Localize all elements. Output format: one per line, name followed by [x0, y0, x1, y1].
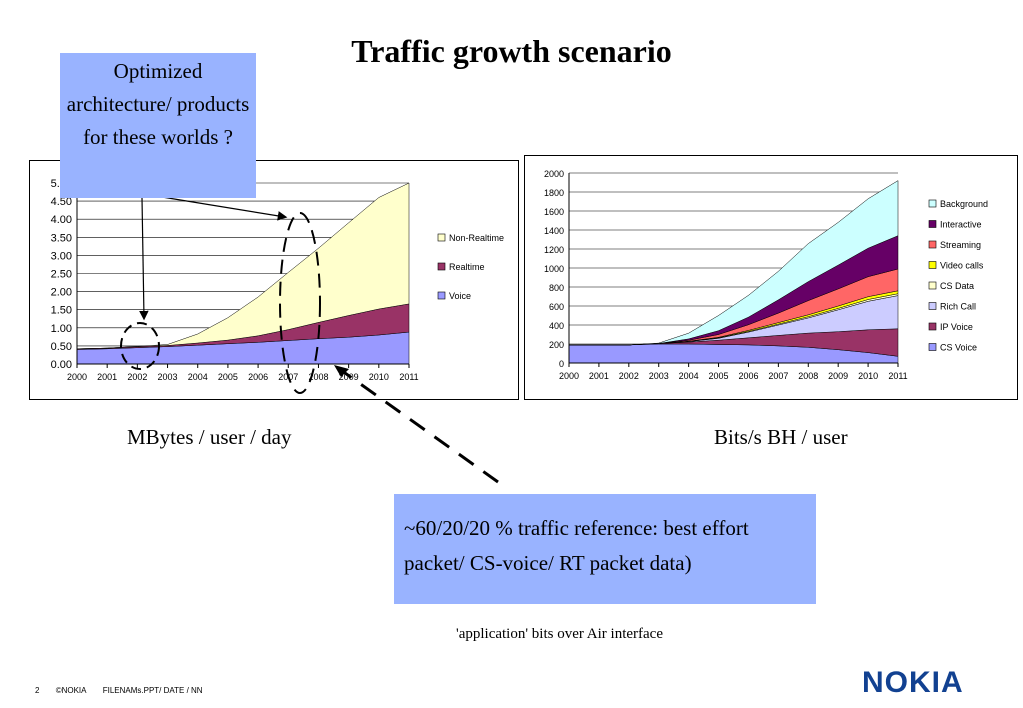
x-tick-label: 2001: [589, 371, 609, 381]
x-tick-label: 2009: [339, 372, 359, 382]
y-tick-label: 3.00: [51, 250, 72, 262]
y-tick-label: 0.00: [51, 359, 72, 371]
bits-chart-svg: 0 200 400 600 800 1000 1200 1400 1600 1800 2000 200…: [544, 169, 988, 381]
y-tick-label: 200: [549, 340, 564, 350]
x-tick-label: 2006: [248, 372, 268, 382]
area-series-background: [569, 180, 899, 346]
x-tick-label: 2000: [559, 371, 579, 381]
x-tick-label: 2004: [188, 372, 208, 382]
legend-label: Streaming: [940, 240, 981, 250]
application-bits-note: 'application' bits over Air interface: [456, 626, 663, 642]
legend-swatch: [928, 343, 937, 351]
legend-swatch: [928, 302, 937, 310]
x-tick-label: 2008: [798, 371, 818, 381]
x-tick-label: 2005: [709, 371, 729, 381]
x-tick-label: 2001: [97, 372, 117, 382]
legend-swatch: [437, 262, 446, 271]
slide-title: Traffic growth scenario: [351, 33, 672, 69]
x-tick-label: 2010: [369, 372, 389, 382]
legend-swatch: [928, 220, 937, 228]
legend-swatch: [928, 261, 937, 269]
bits-per-user-chart: 0 200 400 600 800 1000 1200 1400 1600 1800 2000 200…: [524, 155, 1018, 400]
y-tick-label: 2.50: [51, 269, 72, 281]
y-tick-label: 800: [549, 283, 564, 293]
legend-label: Realtime: [449, 262, 485, 272]
y-tick-label: 1.50: [51, 305, 72, 317]
file-info: FILENAMs.PPT/ DATE / NN: [102, 686, 203, 695]
x-tick-label: 2005: [218, 372, 238, 382]
legend-label: Voice: [449, 291, 471, 301]
x-tick-label: 2003: [649, 371, 669, 381]
legend-swatch: [928, 281, 937, 290]
legend-label: CS Data: [940, 281, 974, 291]
legend-label: Video calls: [940, 261, 984, 271]
y-tick-label: 1200: [544, 245, 564, 255]
y-tick-label: 1800: [544, 188, 564, 198]
y-tick-label: 400: [549, 321, 564, 331]
y-tick-label: 1600: [544, 207, 564, 217]
y-tick-label: 0: [559, 359, 564, 369]
callout-optimized-architecture: Optimized architecture/ products for the…: [60, 53, 256, 198]
legend-swatch: [437, 233, 446, 242]
legend-swatch: [437, 291, 446, 300]
footer: 2 ©NOKIA FILENAMs.PPT/ DATE / NN: [35, 686, 217, 695]
nokia-logo: NOKIA: [862, 666, 964, 699]
x-tick-label: 2002: [619, 371, 639, 381]
legend-label: CS Voice: [940, 343, 977, 353]
mbytes-chart-svg: 0.00 0.50 1.00 1.50 2.00 2.50 3.00 3.50 4.00 4.50…: [51, 178, 504, 382]
y-tick-label: 1000: [544, 264, 564, 274]
x-tick-label: 2010: [858, 371, 878, 381]
copyright: ©NOKIA: [55, 686, 87, 695]
y-tick-label: 3.50: [51, 232, 72, 244]
page-number: 2: [35, 686, 40, 695]
x-tick-label: 2007: [768, 371, 788, 381]
x-tick-label: 2011: [888, 371, 907, 381]
legend-label: IP Voice: [940, 322, 973, 332]
y-tick-label: 0.50: [51, 341, 72, 353]
x-tick-label: 2008: [308, 372, 328, 382]
x-tick-label: 2009: [828, 371, 848, 381]
legend-label: Non-Realtime: [449, 233, 504, 243]
y-tick-label: 4.50: [51, 196, 72, 208]
legend-label: Rich Call: [940, 302, 976, 312]
x-tick-label: 2002: [127, 372, 147, 382]
caption-right: Bits/s BH / user: [714, 425, 848, 449]
y-tick-label: 2.00: [51, 287, 72, 299]
x-tick-label: 2000: [67, 372, 87, 382]
x-tick-label: 2006: [738, 371, 758, 381]
x-tick-label: 2011: [399, 372, 418, 382]
y-tick-label: 600: [549, 302, 564, 312]
x-tick-label: 2003: [158, 372, 178, 382]
callout-traffic-reference: ~60/20/20 % traffic reference: best effo…: [394, 494, 816, 604]
legend-swatch: [928, 240, 937, 249]
legend-label: Background: [940, 199, 988, 209]
x-tick-label: 2004: [679, 371, 699, 381]
x-tick-label: 2007: [278, 372, 298, 382]
y-tick-label: 1400: [544, 226, 564, 236]
legend-label: Interactive: [940, 220, 982, 230]
legend-swatch: [928, 322, 937, 331]
y-tick-label: 4.00: [51, 214, 72, 226]
caption-left: MBytes / user / day: [127, 425, 292, 449]
area-series-non-realtime: [76, 182, 410, 350]
y-tick-label: 1.00: [51, 323, 72, 335]
legend-swatch: [928, 199, 937, 208]
y-tick-label: 2000: [544, 169, 564, 179]
